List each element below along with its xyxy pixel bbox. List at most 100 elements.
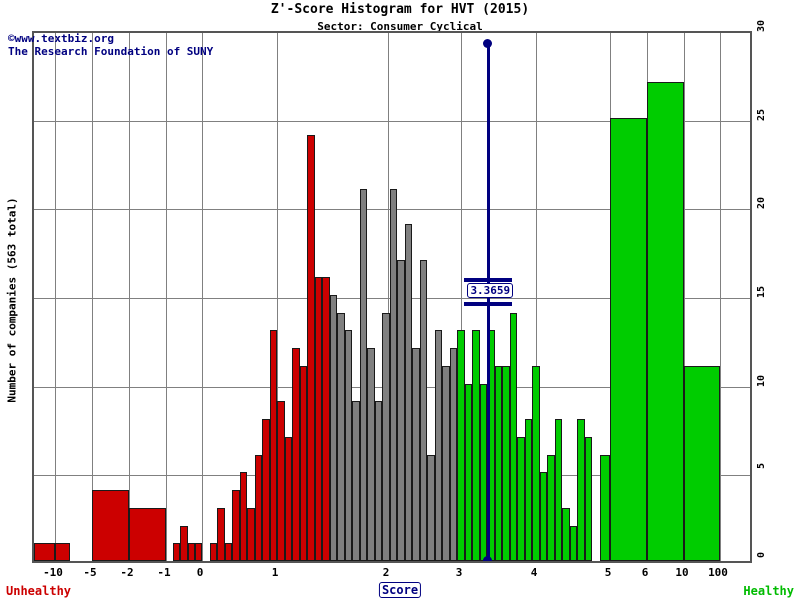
marker-value-label: 3.3659 [467, 283, 514, 299]
histogram-bar [517, 436, 525, 561]
histogram-bar [555, 419, 562, 561]
copyright-credit: ©www.textbiz.org The Research Foundation… [8, 32, 213, 58]
y-axis-tick-label: 30 [756, 20, 767, 33]
page-title: Z'-Score Histogram for HVT (2015) [270, 2, 530, 17]
x-axis-tick-label: 100 [708, 566, 728, 579]
histogram-bar [585, 436, 592, 561]
histogram-bar [570, 525, 577, 561]
histogram-bar [262, 419, 270, 561]
histogram-bar [337, 312, 345, 561]
x-axis-tick-label: -5 [83, 566, 97, 579]
gridline-vertical [202, 33, 203, 561]
histogram-bar [577, 419, 585, 561]
histogram-bar [427, 454, 435, 561]
histogram-bar [525, 419, 532, 561]
histogram-bar [188, 543, 195, 561]
gridline-vertical [720, 33, 721, 561]
histogram-bar [390, 188, 397, 561]
histogram-bar [129, 507, 166, 561]
histogram-bar [277, 401, 285, 561]
histogram-bar [352, 401, 360, 561]
marker-dot-bottom [483, 556, 493, 561]
histogram-bar [510, 312, 517, 561]
histogram-bar [330, 295, 337, 561]
chart-subtitle: Sector: Consumer Cyclical [317, 20, 483, 33]
x-axis-tick-label: -2 [120, 566, 134, 579]
gridline-vertical [277, 33, 278, 561]
x-axis-tick-label: 6 [641, 566, 649, 579]
y-axis-label: Number of companies (563 total) [5, 197, 19, 403]
histogram-bar [684, 365, 720, 561]
marker-bracket-lower [464, 302, 513, 307]
histogram-bar [240, 472, 247, 561]
y-axis-tick-label: 5 [756, 463, 767, 470]
histogram-bar [502, 365, 510, 561]
plot-area: 3.3659 [32, 31, 752, 563]
histogram-bar [495, 365, 502, 561]
x-axis-tick-label: 2 [382, 566, 390, 579]
marker-bracket-upper [464, 278, 513, 283]
histogram-bar [345, 330, 352, 561]
score-axis-label: Score [378, 582, 422, 598]
x-axis-tick-label: 1 [271, 566, 279, 579]
y-axis-tick-label: 10 [756, 374, 767, 387]
histogram-bar [225, 543, 232, 561]
x-axis-tick-label: 0 [196, 566, 204, 579]
x-axis-tick-label: 3 [455, 566, 463, 579]
gridline-vertical [684, 33, 685, 561]
histogram-bar [255, 454, 262, 561]
credit-line-1: ©www.textbiz.org [8, 32, 114, 45]
histogram-bar [540, 472, 547, 561]
marker-dot-top [483, 39, 493, 48]
histogram-bar [232, 490, 240, 561]
histogram-bar [34, 543, 55, 561]
credit-line-2: The Research Foundation of SUNY [8, 45, 214, 58]
gridline-vertical [55, 33, 56, 561]
histogram-bar [315, 277, 322, 561]
histogram-bar [307, 135, 315, 561]
histogram-bar [420, 259, 427, 561]
histogram-bar [292, 348, 300, 561]
x-axis-tick-label: -10 [43, 566, 63, 579]
y-axis-tick-label: 0 [756, 552, 767, 559]
histogram-bar [405, 224, 412, 561]
gridline-vertical [536, 33, 537, 561]
x-axis-tick-label: 5 [604, 566, 612, 579]
y-axis-tick-label: 15 [756, 286, 767, 299]
histogram-bar [360, 188, 367, 561]
histogram-bar [367, 348, 375, 561]
histogram-bar [270, 330, 277, 561]
histogram-bar [300, 365, 307, 561]
histogram-bar [547, 454, 555, 561]
gridline-horizontal [34, 120, 750, 122]
gridline-vertical [92, 33, 93, 561]
histogram-bar [180, 525, 188, 561]
x-axis-ticks: -10 -5 -2 -1 0 1 2 3 4 5 6 10 100 [0, 566, 800, 582]
histogram-bar [322, 277, 330, 561]
histogram-bar [450, 348, 457, 561]
histogram-bar [442, 365, 450, 561]
histogram-bar [397, 259, 405, 561]
histogram-bar [562, 507, 570, 561]
unhealthy-label: Unhealthy [6, 584, 72, 598]
histogram-bar [532, 365, 540, 561]
histogram-bar [457, 330, 465, 561]
histogram-bar [480, 383, 487, 561]
histogram-bar [55, 543, 70, 561]
histogram-bar [435, 330, 442, 561]
histogram-bar [647, 82, 684, 561]
y-axis-tick-label: 20 [756, 197, 767, 210]
histogram-bar [375, 401, 382, 561]
gridline-vertical [129, 33, 130, 561]
gridline-vertical [461, 33, 462, 561]
histogram-bar [412, 348, 420, 561]
x-axis-tick-label: 10 [675, 566, 689, 579]
histogram-bar [217, 507, 225, 561]
histogram-bar [247, 507, 255, 561]
histogram-bar [285, 436, 292, 561]
histogram-bar [610, 117, 647, 561]
histogram-bar [92, 490, 129, 561]
histogram-bar [210, 543, 217, 561]
x-axis-tick-label: 4 [530, 566, 538, 579]
